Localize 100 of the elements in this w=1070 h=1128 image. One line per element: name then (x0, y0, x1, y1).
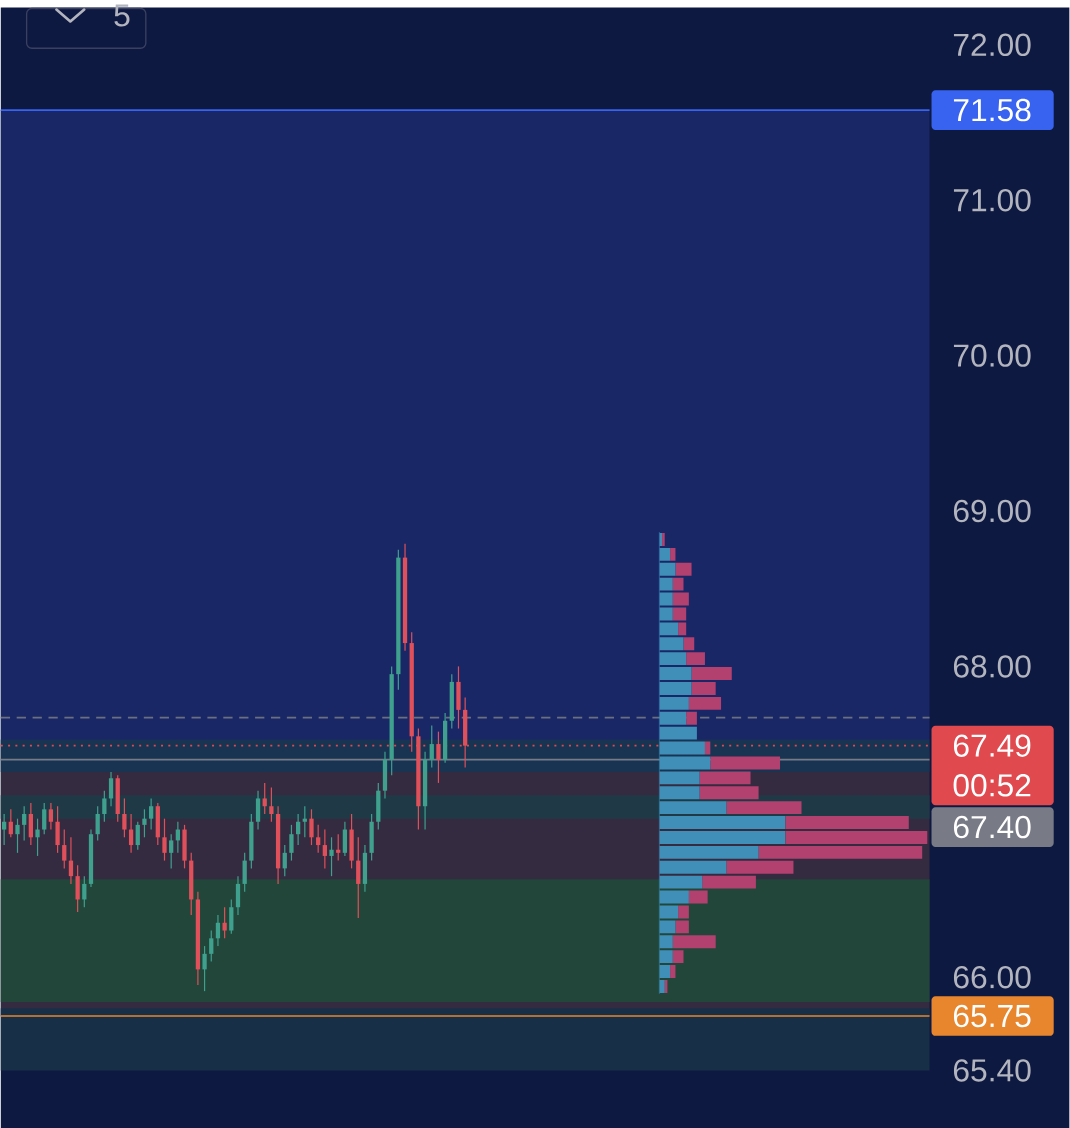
bar (705, 741, 711, 755)
ref-line-label: 67.40 (954, 815, 1031, 839)
candlestick (322, 828, 328, 869)
candlestick (242, 852, 248, 893)
bar (659, 831, 786, 844)
bar (659, 562, 676, 576)
bar (670, 965, 676, 979)
bar (689, 890, 708, 904)
bar (659, 682, 692, 695)
candlestick (55, 805, 60, 854)
candlestick (135, 821, 141, 851)
bar (659, 965, 671, 979)
bar (659, 592, 673, 606)
candlestick (8, 808, 14, 838)
candlestick (236, 875, 241, 916)
candlestick (42, 802, 47, 835)
bar (659, 950, 673, 964)
bar (672, 950, 684, 964)
candlestick (256, 790, 261, 831)
candlestick (269, 786, 274, 823)
bar (710, 756, 781, 770)
candlestick (316, 824, 321, 854)
ref-line-label: 67.49 (954, 734, 1031, 757)
candlestick (282, 844, 288, 877)
candlestick (209, 929, 214, 963)
bar (675, 920, 690, 934)
bar (659, 816, 786, 830)
bar (659, 920, 676, 934)
bar (785, 816, 909, 830)
bar (691, 682, 716, 695)
ref-line-label: 65.75 (954, 1004, 1031, 1028)
bar (670, 547, 676, 561)
bar (659, 980, 665, 993)
y-tick-label: 69.00 (954, 499, 1031, 523)
candlestick (129, 813, 134, 854)
candlestick (28, 802, 34, 846)
candlestick (48, 802, 54, 831)
bar (659, 622, 679, 636)
bar (699, 771, 751, 785)
bar (659, 607, 673, 621)
candlestick (82, 875, 87, 908)
y-tick-label: 68.00 (954, 655, 1031, 678)
bar (659, 726, 698, 740)
candlestick (216, 914, 221, 947)
candlestick (69, 836, 74, 885)
candlestick (162, 818, 167, 862)
candlestick (35, 818, 40, 857)
candlestick (342, 821, 348, 857)
candlestick (296, 813, 301, 846)
candlestick (62, 828, 67, 869)
bar (659, 801, 727, 815)
text: 00:52 (953, 774, 1031, 797)
candlestick (122, 797, 127, 838)
candlestick (429, 724, 435, 768)
bar (659, 875, 703, 889)
bar (702, 875, 757, 889)
candlestick (262, 782, 268, 815)
candlestick (102, 790, 107, 823)
bar (691, 667, 732, 681)
bar (686, 711, 698, 725)
bar (659, 711, 687, 725)
bar (758, 845, 923, 859)
ref-line-label: 71.58 (954, 98, 1031, 122)
bar (659, 667, 692, 681)
y-tick-label: 65.40 (954, 1059, 1031, 1082)
y-tick-label: 70.00 (954, 344, 1031, 367)
candlestick (329, 836, 334, 877)
bar (726, 860, 794, 874)
bar (678, 622, 687, 636)
candlestick (149, 797, 154, 831)
bar (659, 786, 700, 800)
candlestick (289, 824, 294, 862)
candlestick (169, 833, 174, 869)
bar (672, 607, 687, 621)
candlestick (22, 805, 27, 842)
bar (689, 696, 722, 710)
y-tick-label: 66.00 (954, 965, 1031, 989)
candlestick (336, 833, 341, 862)
bar (659, 652, 687, 666)
bar (672, 935, 716, 949)
bar (699, 786, 759, 800)
candlestick (229, 898, 234, 935)
bar (683, 637, 695, 651)
bar (785, 831, 928, 844)
candlestick (75, 864, 80, 913)
candlestick (309, 808, 314, 846)
bar (659, 547, 671, 561)
y-tick-label: 72.00 (954, 33, 1031, 57)
bar (659, 696, 690, 710)
bar (659, 845, 759, 859)
candlestick (15, 818, 20, 854)
candlestick (202, 945, 207, 992)
bar (686, 652, 706, 666)
candlestick (95, 805, 101, 842)
candlestick (436, 731, 441, 784)
bar (659, 577, 673, 591)
y-tick-label: 71.00 (954, 188, 1031, 212)
bar (726, 801, 802, 815)
bar (659, 771, 700, 785)
bar (675, 562, 692, 576)
